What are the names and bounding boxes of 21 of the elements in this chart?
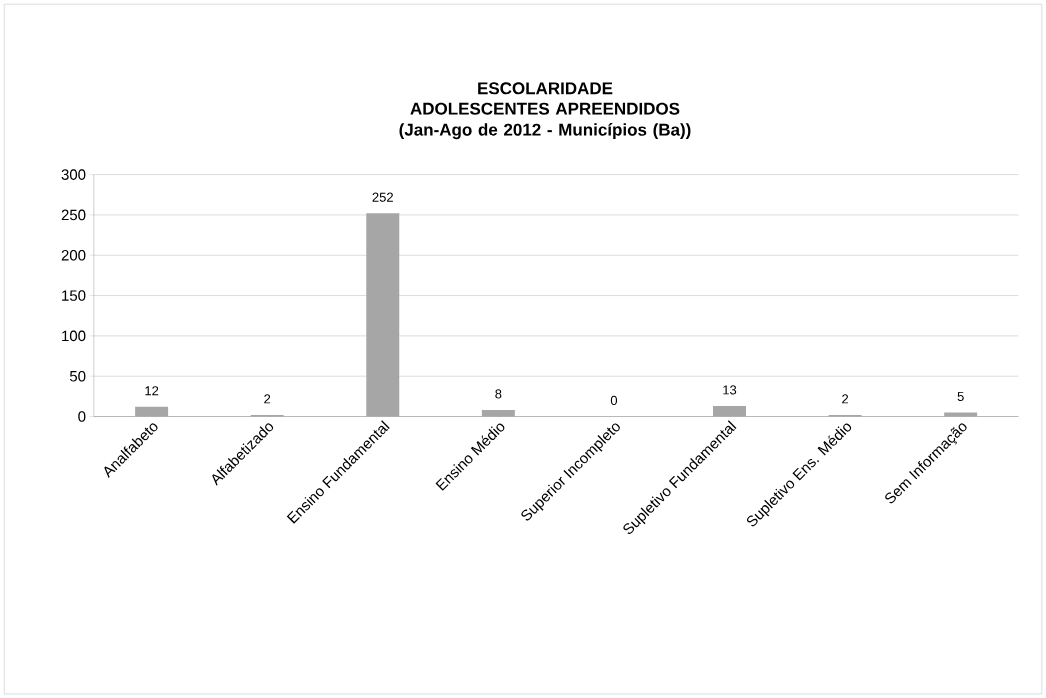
data-label: 13 — [723, 385, 737, 395]
chart-subtitle: ADOLESCENTES APREENDIDOS (Jan-Ago de 2012 - Municípios (Ba)) — [399, 102, 691, 140]
data-label: 252 — [372, 192, 393, 202]
chart-title: ESCOLARIDADE — [478, 82, 613, 95]
bar — [135, 406, 169, 417]
y-tick-label: 300 — [61, 169, 86, 180]
bar — [944, 412, 978, 417]
bar — [481, 410, 515, 417]
y-tick-label: 250 — [61, 209, 86, 221]
y-tick-label: 150 — [62, 290, 86, 301]
data-label: 0 — [610, 395, 618, 405]
y-tick-label: 200 — [61, 249, 86, 261]
data-label: 8 — [495, 389, 502, 399]
y-tick-label: 0 — [78, 411, 86, 422]
data-label: 2 — [264, 394, 271, 404]
bar — [713, 405, 747, 417]
data-label: 12 — [145, 386, 159, 396]
y-tick-label: 100 — [62, 330, 86, 342]
data-label: 2 — [842, 394, 849, 404]
y-tick-label: 50 — [69, 370, 86, 382]
data-label: 5 — [957, 391, 964, 401]
